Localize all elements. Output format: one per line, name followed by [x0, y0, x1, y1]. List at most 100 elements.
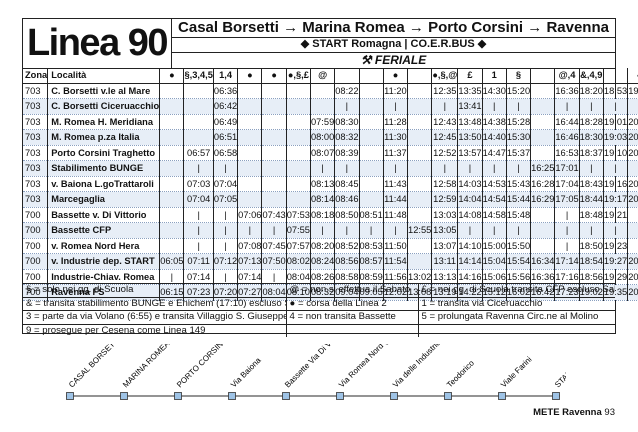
stop-name: v. Industrie dep. START	[47, 253, 160, 270]
departure-time: 15:43	[505, 176, 531, 192]
run-note-header: ●	[159, 68, 184, 84]
departure-time: |	[554, 238, 580, 254]
departure-time	[407, 114, 432, 130]
note-text: & = transita stabilimento BUNGE e Eniche…	[23, 296, 286, 311]
run-note-header: @	[309, 68, 335, 84]
table-row: 703 M. Romea H. Meridiana 06:49 07:59 08:30 1…	[23, 114, 638, 130]
departure-time: 11:50	[382, 238, 408, 254]
departure-time: 08:56	[334, 253, 359, 270]
departure-time	[407, 176, 432, 192]
departure-time	[407, 160, 432, 177]
departure-time: |	[602, 222, 628, 239]
departure-time: 16:53	[554, 145, 580, 161]
departure-time	[183, 129, 214, 146]
departure-time	[407, 207, 432, 223]
departure-time: 14:40	[481, 129, 507, 146]
departure-time: |	[431, 160, 458, 177]
notes-table: § = solo nei gg. di Scuola @ = non si eff…	[23, 283, 615, 337]
departure-time: 15:30	[505, 129, 531, 146]
departure-time	[309, 98, 335, 115]
departure-time: 18:30	[578, 129, 604, 146]
departure-time	[285, 176, 311, 192]
run-note-header: §	[505, 68, 531, 84]
stop-name: Bassette CFP	[47, 222, 160, 239]
map-stop-marker	[444, 392, 452, 400]
map-stop-label: Via Baiona	[229, 355, 263, 389]
departure-time: 19:16	[602, 176, 628, 192]
departure-time: |	[627, 160, 638, 177]
departure-time: 19:03	[602, 129, 628, 146]
departure-time: 19:10	[602, 145, 628, 161]
note-text	[285, 323, 418, 337]
departure-time	[530, 207, 555, 223]
departure-time: 17:14	[554, 253, 580, 270]
departure-time: |	[382, 160, 408, 177]
departure-time: 12:58	[431, 176, 458, 192]
departure-time: 11:48	[382, 207, 408, 223]
departure-time: 12:55	[407, 222, 432, 239]
departure-time: |	[578, 98, 604, 115]
departure-time	[159, 207, 184, 223]
departure-time: |	[431, 98, 458, 115]
operators-label: ◆ START Romagna | CO.E.R.BUS ◆	[172, 37, 615, 53]
map-stop-label: PORTO CORSINI	[175, 344, 226, 389]
departure-time: |	[627, 98, 638, 115]
zone-header: Zona	[23, 68, 48, 84]
departure-time	[183, 114, 214, 130]
departure-time	[407, 98, 432, 115]
departure-time: 16:46	[554, 129, 580, 146]
departure-time	[285, 98, 311, 115]
stop-name: C. Borsetti v.le al Mare	[47, 83, 160, 99]
departure-time: 14:10	[457, 238, 483, 254]
departure-time: 08:45	[334, 176, 359, 192]
departure-time	[237, 145, 262, 161]
departure-time: 11:37	[382, 145, 408, 161]
departure-time: 17:01	[554, 160, 580, 177]
departure-time: 06:05	[159, 253, 184, 270]
departure-time	[358, 98, 384, 115]
map-stop-label: Viale Farini	[499, 355, 534, 390]
stop-name: M. Romea p.za Italia	[47, 129, 160, 146]
table-row: 703 C. Borsetti Ciceruacchio 06:42 | | | 13:41…	[23, 98, 638, 115]
departure-time: |	[183, 222, 214, 239]
departure-time: 13:48	[457, 114, 483, 130]
departure-time: 18:43	[578, 176, 604, 192]
table-row: 703 C. Borsetti v.le al Mare 06:36 08:22 11:…	[23, 83, 638, 99]
run-note-header	[358, 68, 384, 84]
departure-time: 15:28	[505, 114, 531, 130]
departure-time	[159, 83, 184, 99]
note-text: 5 = prolungata Ravenna Circ.ne al Molino	[417, 310, 615, 324]
departure-time: 11:44	[382, 191, 408, 208]
stop-name: Marcegaglia	[47, 191, 160, 208]
table-row: 703 M. Romea p.za Italia 06:51 08:00 08:32 11…	[23, 129, 638, 146]
departure-time: 08:02	[285, 253, 311, 270]
departure-time: |	[505, 222, 531, 239]
departure-time	[285, 191, 311, 208]
zone-cell: 703	[23, 145, 48, 161]
stop-header: Località	[47, 68, 160, 84]
departure-time: 07:43	[261, 207, 287, 223]
departure-time	[407, 83, 432, 99]
zone-cell: 703	[23, 160, 48, 177]
departure-time: 13:11	[431, 253, 458, 270]
departure-time: |	[554, 222, 580, 239]
departure-time: 20:28	[627, 269, 638, 285]
departure-time: 06:57	[183, 145, 214, 161]
departure-time: 18:20	[578, 83, 604, 99]
departure-time: 07:57	[285, 238, 311, 254]
departure-time: 07:08	[237, 238, 262, 254]
departure-time	[159, 238, 184, 254]
departure-time: 19:27	[602, 253, 628, 270]
route-map: CASAL BORSETTI MARINA ROMEA PORTO CORSINI V…	[66, 344, 566, 400]
departure-time	[285, 83, 311, 99]
run-note-header: ●,§,@	[431, 68, 458, 84]
departure-time: 20:26	[627, 253, 638, 270]
departure-time: 07:04	[212, 176, 238, 192]
departure-time: 13:07	[431, 238, 458, 254]
map-stop-marker	[174, 392, 182, 400]
departure-time: 11:30	[382, 129, 408, 146]
departure-time: 06:51	[212, 129, 238, 146]
departure-time: 15:54	[505, 253, 531, 270]
run-note-header: 1,4	[212, 68, 238, 84]
departure-time	[159, 191, 184, 208]
